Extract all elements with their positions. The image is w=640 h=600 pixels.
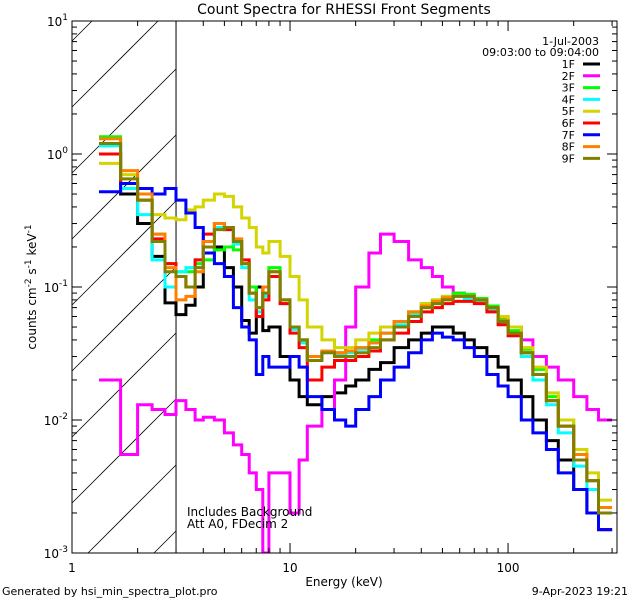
plot-frame	[71, 20, 618, 554]
legend-label-8F: 8F	[562, 141, 575, 154]
legend-label-3F: 3F	[562, 82, 575, 95]
timestamp: 9-Apr-2023 19:21	[532, 585, 628, 598]
hatch-line	[153, 530, 177, 554]
attenuator-note: Att A0, FDecim 2	[187, 517, 288, 531]
time-range-annotation: 09:03:00 to 09:04:00	[482, 46, 599, 59]
legend-label-1F: 1F	[562, 58, 575, 71]
series-5F-line	[99, 161, 613, 502]
series-9F-line	[99, 142, 613, 515]
legend-label-7F: 7F	[562, 129, 575, 142]
hatch-line	[71, 20, 93, 42]
x-tick-labels: 1 10 100	[68, 561, 519, 575]
y-tick-label: 10-2	[44, 412, 68, 428]
hatch-line	[71, 20, 159, 108]
y-axis-label: counts cm-2 s-1 keV-1	[24, 224, 39, 349]
legend-label-5F: 5F	[562, 105, 575, 118]
date-annotation: 1-Jul-2003	[542, 35, 599, 48]
series-group	[99, 135, 613, 553]
x-tick-label: 10	[282, 561, 297, 575]
y-tick-labels: 101 100 10-1 10-2 10-3	[44, 13, 69, 561]
x-tick-label: 1	[68, 561, 76, 575]
series-6F-line	[99, 152, 613, 532]
x-tick-label: 100	[497, 561, 520, 575]
generated-by: Generated by hsi_min_spectra_plot.pro	[2, 585, 218, 598]
chart-title: Count Spectra for RHESSI Front Segments	[197, 2, 491, 18]
y-tick-label: 100	[47, 146, 68, 162]
legend-label-4F: 4F	[562, 93, 575, 106]
background-note: Includes Background	[187, 505, 312, 519]
hatch-line	[71, 68, 177, 174]
legend-label-9F: 9F	[562, 152, 575, 165]
series-7F-line	[99, 182, 613, 532]
hatch-line	[87, 464, 177, 554]
legend-label-6F: 6F	[562, 117, 575, 130]
hatched-region	[71, 20, 177, 554]
y-tick-label: 10-1	[44, 279, 68, 295]
legend-label-2F: 2F	[562, 70, 575, 83]
y-tick-label: 10-3	[44, 545, 68, 561]
hatch-line	[71, 332, 177, 438]
hatch-line	[71, 398, 177, 504]
y-tick-label: 101	[47, 13, 68, 29]
hatch-line	[71, 200, 177, 306]
hatch-line	[71, 266, 177, 372]
x-axis-label: Energy (keV)	[305, 575, 382, 589]
axis-ticks	[71, 20, 617, 554]
